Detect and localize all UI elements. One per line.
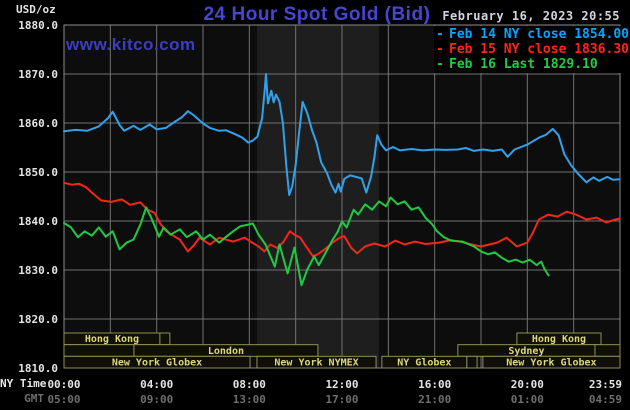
x-axis-tick-ny: 04:00	[140, 378, 173, 391]
x-axis-tick-gmt: 01:00	[511, 393, 544, 406]
session-box	[256, 355, 377, 369]
y-axis-tick-label: 1870.0	[18, 68, 58, 81]
legend-dash-icon: -	[436, 41, 444, 57]
session-box	[63, 355, 251, 369]
session-label: Hong Kong	[85, 334, 139, 345]
ny-time-axis-label: NY Time	[0, 377, 47, 390]
session-label: New York Globex	[112, 358, 202, 369]
gmt-axis-label: GMT	[24, 392, 44, 405]
series-line-feb14	[63, 73, 621, 196]
x-axis-tick-ny: 08:00	[233, 378, 266, 391]
kitco-watermark-link[interactable]: www.kitco.com	[66, 35, 196, 54]
legend-item-label: Feb 15 NY close 1836.30	[449, 42, 630, 57]
x-axis-tick-gmt: 05:00	[47, 393, 80, 406]
session-box	[466, 355, 478, 369]
session-box	[159, 332, 171, 346]
session-box	[482, 355, 621, 369]
y-axis-tick-label: 1840.0	[18, 215, 58, 228]
y-axis-tick-label: 1850.0	[18, 166, 58, 179]
x-axis-tick-gmt: 04:59	[589, 393, 622, 406]
session-label: New York NYMEX	[274, 358, 358, 369]
session-label: Hong Kong	[532, 334, 586, 345]
session-box	[63, 344, 135, 357]
legend-item-feb15: - Feb 15 NY close 1836.30	[436, 42, 629, 57]
page-title: 24 Hour Spot Gold (Bid)	[203, 4, 431, 25]
session-label: New York Globex	[506, 358, 596, 369]
x-axis-tick-ny: 12:00	[325, 378, 358, 391]
x-axis-tick-ny: 23:59	[589, 378, 622, 391]
series-line-feb15	[63, 181, 621, 258]
chart-datetime: February 16, 2023 20:55	[442, 9, 620, 23]
series-line-feb16	[63, 196, 550, 287]
y-axis-tick-label: 1820.0	[18, 313, 58, 326]
y-axis-tick-label: 1860.0	[18, 117, 58, 130]
legend-item-label: Feb 16 Last 1829.10	[449, 57, 598, 72]
session-label: NY Globex	[397, 358, 451, 369]
x-axis-tick-ny: 20:00	[511, 378, 544, 391]
chart-legend: - Feb 14 NY close 1854.00- Feb 15 NY close…	[434, 26, 630, 73]
session-label: Sydney	[508, 346, 544, 357]
legend-item-feb16: - Feb 16 Last 1829.10	[436, 57, 629, 72]
x-axis-tick-gmt: 13:00	[233, 393, 266, 406]
legend-item-label: Feb 14 NY close 1854.00	[449, 27, 630, 42]
y-axis-tick-label: 1810.0	[18, 362, 58, 375]
x-axis-tick-gmt: 17:00	[325, 393, 358, 406]
legend-dash-icon: -	[436, 26, 444, 42]
y-axis-tick-label: 1830.0	[18, 264, 58, 277]
unit-label: USD/oz	[16, 3, 56, 16]
x-axis-tick-gmt: 21:00	[418, 393, 451, 406]
nymex-session-band	[256, 25, 380, 368]
x-axis-tick-gmt: 09:00	[140, 393, 173, 406]
x-axis-tick-ny: 00:00	[47, 378, 80, 391]
session-label: London	[208, 346, 244, 357]
session-box	[594, 344, 621, 357]
y-axis-tick-label: 1880.0	[18, 19, 58, 32]
legend-dash-icon: -	[436, 56, 444, 72]
x-axis-tick-ny: 16:00	[418, 378, 451, 391]
legend-item-feb14: - Feb 14 NY close 1854.00	[436, 27, 629, 42]
